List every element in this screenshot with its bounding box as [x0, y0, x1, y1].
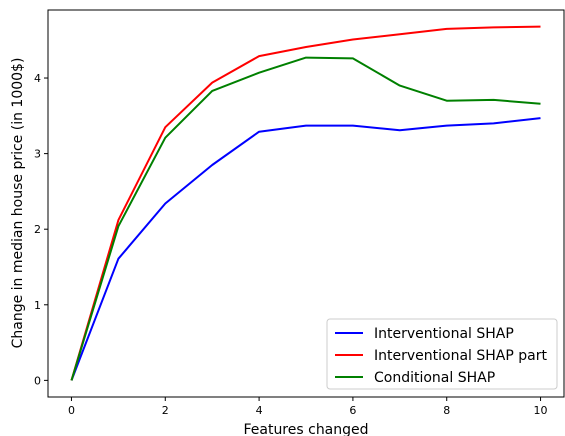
legend-label: Conditional SHAP	[374, 370, 495, 386]
y-tick-label: 0	[34, 374, 41, 387]
x-tick-label: 8	[443, 404, 450, 417]
y-tick-label: 1	[34, 299, 41, 312]
series-line	[70, 56, 541, 381]
legend-label: Interventional SHAP part	[374, 348, 547, 364]
legend-box	[326, 318, 558, 390]
series-line	[70, 117, 541, 381]
x-tick-label: 10	[534, 404, 548, 417]
legend-label: Interventional SHAP	[374, 326, 514, 342]
series-line	[70, 25, 541, 381]
x-axis: 0 2 4 6 8 10	[68, 397, 548, 417]
y-tick-label: 2	[34, 223, 41, 236]
y-axis-label: Change in median house price (in 1000$)	[10, 58, 26, 349]
x-axis-label: Features changed	[243, 422, 368, 436]
y-tick-label: 3	[34, 148, 41, 161]
x-tick-label: 0	[68, 404, 75, 417]
legend: Interventional SHAP Interventional SHAP p…	[326, 318, 558, 390]
plot-frame	[47, 9, 565, 398]
y-tick-label: 4	[34, 72, 41, 85]
x-tick-label: 4	[256, 404, 263, 417]
x-tick-label: 6	[349, 404, 356, 417]
x-tick-label: 2	[162, 404, 169, 417]
y-axis: 0 1 2 3 4	[34, 72, 48, 387]
plot-lines	[70, 25, 541, 381]
